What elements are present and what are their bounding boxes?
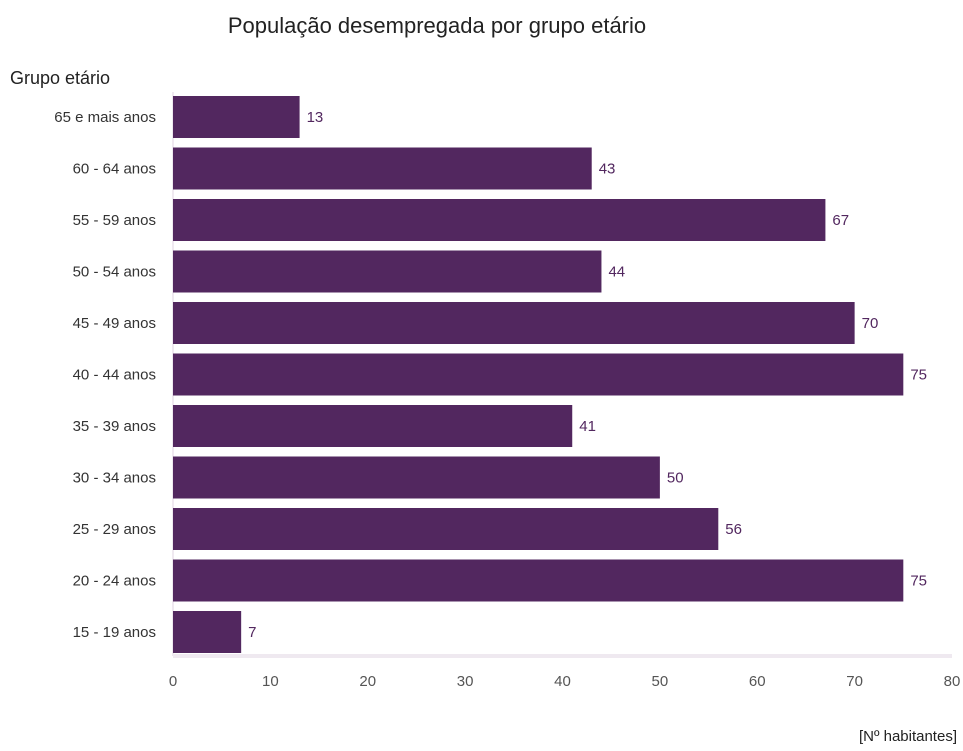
y-axis-title: Grupo etário [10, 68, 110, 88]
bar [173, 405, 573, 447]
category-label: 55 - 59 anos [73, 212, 156, 229]
x-tick-label: 20 [359, 673, 376, 690]
category-label: 65 e mais anos [54, 109, 156, 126]
category-label: 15 - 19 anos [73, 624, 156, 641]
data-label: 67 [832, 212, 849, 229]
data-label: 50 [667, 470, 684, 487]
data-label: 75 [910, 573, 927, 590]
category-label: 40 - 44 anos [73, 367, 156, 384]
x-tick-label: 10 [262, 673, 279, 690]
x-tick-label: 60 [749, 673, 766, 690]
bar [173, 147, 592, 190]
bar [173, 456, 660, 499]
x-tick-label: 0 [169, 673, 177, 690]
x-tick-label: 50 [652, 673, 669, 690]
category-label: 20 - 24 anos [73, 573, 156, 590]
x-tick-label: 70 [846, 673, 863, 690]
data-label: 70 [862, 315, 879, 332]
x-axis-title: [Nº habitantes] [859, 728, 957, 745]
category-label: 60 - 64 anos [73, 161, 156, 178]
data-label: 56 [725, 521, 742, 538]
x-tick-label: 80 [944, 673, 961, 690]
category-label: 50 - 54 anos [73, 264, 156, 281]
bar [173, 96, 300, 138]
bar [173, 199, 826, 241]
bar [173, 611, 242, 653]
data-label: 43 [599, 161, 616, 178]
bar [173, 508, 719, 550]
data-label: 7 [248, 624, 256, 641]
data-label: 44 [608, 264, 625, 281]
bar [173, 250, 602, 293]
labels-layer: 65 e mais anos 13 60 - 64 anos 43 55 - 59 an… [54, 109, 927, 641]
category-label: 35 - 39 anos [73, 418, 156, 435]
category-label: 45 - 49 anos [73, 315, 156, 332]
data-label: 41 [579, 418, 596, 435]
bars-layer [173, 96, 904, 653]
x-tick-label: 30 [457, 673, 474, 690]
category-label: 25 - 29 anos [73, 521, 156, 538]
category-label: 30 - 34 anos [73, 470, 156, 487]
bar [173, 353, 904, 396]
data-label: 75 [910, 367, 927, 384]
bar [173, 302, 855, 344]
bar [173, 559, 904, 602]
x-tick-label: 40 [554, 673, 571, 690]
chart-title: População desempregada por grupo etário [228, 13, 646, 38]
data-label: 13 [307, 109, 324, 126]
